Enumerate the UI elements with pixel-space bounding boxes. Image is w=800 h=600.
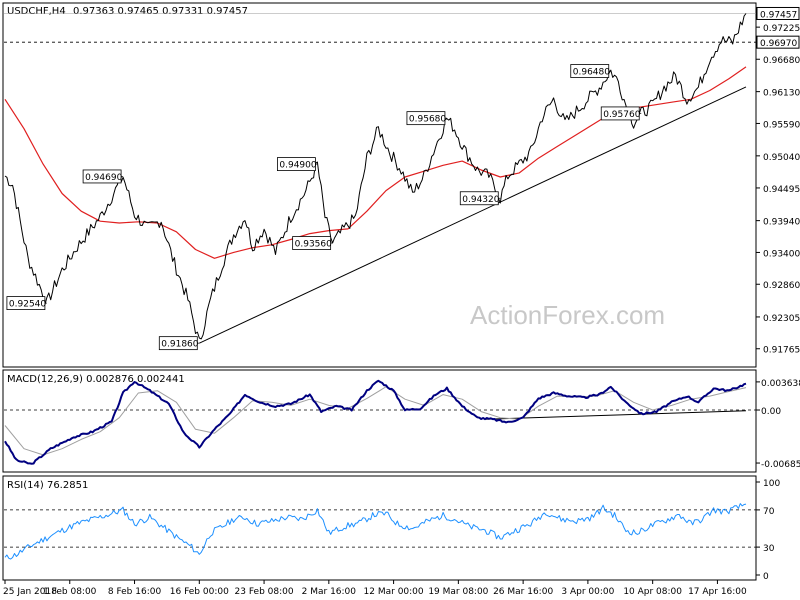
price-y-axis: 0.97225 0.96680 0.96130 0.95590 0.95040 0.944… (756, 6, 800, 356)
price-y-tick-label: 0.92305 (763, 314, 800, 324)
annotation-label: 0.96480 (573, 68, 610, 78)
macd-title: MACD(12,26,9) 0.002876 0.002441 (7, 374, 185, 385)
price-y-tick-label: 0.92860 (763, 281, 800, 291)
annotation-box (600, 106, 640, 121)
x-tick-label: 8 Feb 16:00 (108, 587, 162, 597)
signal-line (4, 386, 747, 456)
price-y-tick-label: 0.97225 (763, 24, 800, 34)
price-header-symbol: USDCHF,H4 (7, 6, 66, 17)
price-y-tick-label: 0.96130 (763, 89, 800, 99)
annotation-label: 0.95760 (603, 110, 640, 120)
macd-series (4, 379, 747, 465)
rsi-panel: RSI(14) 76.2851 100 70 30 0 (2, 475, 780, 582)
x-tick-label: 10 Apr 08:00 (623, 587, 682, 597)
macd-y-axis: 0.003638 0.00 -0.006858 (756, 379, 800, 470)
ma-line (4, 66, 747, 259)
level-price-box (756, 35, 800, 49)
annotation-box (82, 169, 122, 184)
macd-trendline (485, 410, 747, 420)
price-series (4, 13, 747, 340)
annotation-label: 0.93560 (295, 240, 332, 250)
price-panel: USDCHF,H4 0.97363 0.97465 0.97331 0.9745… (2, 2, 800, 368)
annotation-label: 0.94690 (85, 173, 122, 183)
x-tick-label: 2 Mar 16:00 (302, 587, 357, 597)
rsi-y-tick-label: 70 (763, 507, 775, 517)
x-tick-label: 1 Feb 08:00 (43, 587, 97, 597)
price-y-tick-label: 0.93940 (763, 218, 800, 228)
annotation-box (158, 336, 198, 351)
price-y-tick-label: 0.95040 (763, 153, 800, 163)
annotation-box (292, 236, 332, 250)
annotation-box (277, 157, 316, 171)
rsi-y-tick-label: 0 (763, 572, 769, 582)
price-panel-frame (2, 2, 757, 368)
x-tick-label: 16 Feb 00:00 (170, 587, 229, 597)
rsi-line (4, 503, 747, 560)
last-price-box (756, 6, 800, 20)
x-tick-label: 25 Jan 2018 (3, 587, 57, 597)
macd-y-tick-label: 0.00 (761, 407, 781, 417)
annotation-label: 0.94900 (279, 161, 316, 171)
watermark: ActionForex.com (470, 300, 665, 330)
macd-panel-frame (2, 369, 757, 473)
rsi-series (4, 503, 747, 560)
x-tick-label: 23 Feb 08:00 (235, 587, 294, 597)
rsi-title: RSI(14) 76.2851 (7, 480, 88, 491)
annotation-box (6, 296, 46, 310)
x-tick-label: 26 Mar 16:00 (493, 587, 553, 597)
rsi-panel-frame (2, 475, 757, 581)
annotation-box (459, 191, 499, 206)
annotation-box (406, 111, 446, 126)
annotation-label: 0.94320 (462, 195, 499, 205)
price-y-tick-label: 0.95590 (763, 120, 800, 130)
price-y-tick-label: 0.91765 (763, 346, 800, 356)
x-tick-label: 17 Apr 16:00 (688, 587, 747, 597)
macd-line (4, 379, 747, 465)
signal-series (4, 386, 747, 456)
level-price-label: 0.96970 (760, 39, 797, 49)
macd-y-tick-label: 0.003638 (761, 379, 800, 389)
price-y-tick-label: 0.94495 (763, 185, 800, 195)
price-y-tick-label: 0.96680 (763, 56, 800, 66)
x-tick-label: 3 Apr 00:00 (561, 587, 614, 597)
rsi-levels (4, 509, 756, 548)
price-trendline (199, 86, 747, 344)
ma-series (4, 66, 747, 259)
rsi-y-axis: 100 70 30 0 (756, 479, 780, 582)
price-dashed-level (4, 13, 756, 43)
annotation-label: 0.95680 (409, 115, 446, 125)
macd-y-tick-label: -0.006858 (761, 460, 800, 470)
macd-panel: MACD(12,26,9) 0.002876 0.002441 0.003638… (2, 369, 800, 473)
x-tick-label: 12 Mar 00:00 (364, 587, 424, 597)
price-y-tick-label: 0.93400 (763, 249, 800, 259)
rsi-y-tick-label: 100 (763, 479, 780, 489)
price-annotations: 0.92540 0.94690 0.91860 0.94900 0.93560 0.956… (6, 64, 642, 351)
price-header-ohlc: 0.97363 0.97465 0.97331 0.97457 (73, 6, 248, 17)
price-line (4, 13, 747, 340)
annotation-box (570, 64, 610, 78)
last-price-label: 0.97457 (760, 10, 797, 20)
annotation-label: 0.92540 (9, 300, 46, 310)
x-tick-label: 19 Mar 08:00 (428, 587, 488, 597)
annotation-label: 0.91860 (161, 340, 198, 350)
macd-trendline (485, 410, 747, 420)
trendline (199, 86, 747, 344)
rsi-y-tick-label: 30 (763, 544, 775, 554)
